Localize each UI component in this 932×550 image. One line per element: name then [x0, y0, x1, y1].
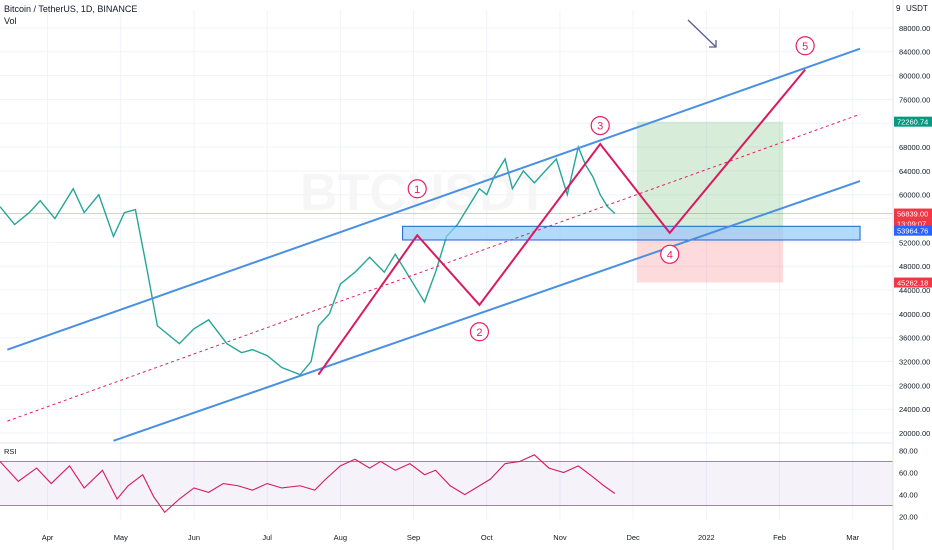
target-zone-box[interactable]	[636, 121, 784, 231]
wave-label-1: 1	[414, 184, 420, 196]
rsi-tick-label: 40.00	[899, 491, 918, 500]
y-tick-label: 36000.00	[899, 334, 930, 343]
axis-corner-digit: 9	[896, 4, 901, 13]
current-price-tag: 56839.00	[897, 210, 928, 219]
wave-label-5: 5	[802, 41, 808, 53]
rsi-label[interactable]: RSI	[4, 447, 17, 456]
x-tick-label: 2022	[698, 533, 715, 542]
support-zone-rect[interactable]	[402, 225, 861, 241]
wave-label-circle-2[interactable]	[469, 322, 490, 342]
current-price-tag-bg	[894, 208, 932, 219]
x-tick-label: Dec	[626, 533, 640, 542]
x-tick-label: Nov	[553, 533, 567, 542]
price-series-line[interactable]	[0, 144, 616, 376]
rsi-line[interactable]	[0, 454, 616, 514]
x-tick-label: Mar	[846, 533, 859, 542]
rsi-band	[0, 461, 893, 506]
x-tick-label: Sep	[407, 533, 420, 542]
y-tick-label: 68000.00	[899, 143, 930, 152]
x-tick-label: May	[114, 533, 128, 542]
stop-price-tag: 45262.18	[897, 279, 928, 288]
channel-lower-line[interactable]	[113, 180, 861, 442]
zone-price-tag-bg	[894, 225, 932, 236]
y-tick-label: 24000.00	[899, 405, 930, 414]
channel-upper-line[interactable]	[6, 47, 861, 351]
x-tick-label: Jul	[262, 533, 272, 542]
y-tick-label: 60000.00	[899, 191, 930, 200]
target-price-tag: 72260.74	[897, 118, 928, 127]
y-tick-label: 88000.00	[899, 24, 930, 33]
wave-label-3: 3	[597, 121, 603, 133]
wave-label-circle-5[interactable]	[795, 36, 815, 56]
rsi-tick-label: 20.00	[899, 513, 918, 522]
currency-label[interactable]: USDT	[906, 4, 928, 13]
y-tick-label: 32000.00	[899, 358, 930, 367]
y-tick-label: 48000.00	[899, 262, 930, 271]
x-tick-label: Jun	[188, 533, 200, 542]
target-price-tag-bg	[894, 116, 932, 127]
countdown-tag: 13:09:07	[897, 220, 926, 229]
y-tick-label: 40000.00	[899, 310, 930, 319]
countdown-tag-bg	[894, 218, 932, 229]
wave-label-circle-1[interactable]	[407, 179, 427, 199]
rsi-tick-label: 80.00	[899, 446, 918, 455]
stop-price-tag-bg	[894, 277, 932, 288]
x-tick-label: Oct	[481, 533, 494, 542]
y-tick-label: 28000.00	[899, 381, 930, 390]
volume-label[interactable]: Vol	[4, 16, 17, 26]
wave-label-4: 4	[667, 249, 673, 261]
wave-label-circle-4[interactable]	[660, 244, 680, 264]
channel-middle-dashed-line[interactable]	[7, 113, 861, 422]
zone-price-tag: 53964.76	[897, 227, 928, 236]
y-tick-label: 84000.00	[899, 48, 930, 57]
y-tick-label: 76000.00	[899, 95, 930, 104]
wave-label-circle-3[interactable]	[590, 115, 610, 136]
elliott-wave-path[interactable]	[317, 68, 806, 376]
y-tick-label: 44000.00	[899, 286, 930, 295]
arrow-drawing[interactable]	[687, 19, 717, 48]
wave-label-2: 2	[476, 327, 482, 339]
x-tick-label: Apr	[42, 533, 54, 542]
x-tick-label: Feb	[773, 533, 786, 542]
y-tick-label: 64000.00	[899, 167, 930, 176]
y-tick-label: 20000.00	[899, 429, 930, 438]
symbol-title[interactable]: Bitcoin / TetherUS, 1D, BINANCE	[4, 4, 138, 14]
rsi-tick-label: 60.00	[899, 469, 918, 478]
y-tick-label: 80000.00	[899, 72, 930, 81]
x-tick-label: Aug	[334, 533, 347, 542]
y-tick-label: 52000.00	[899, 238, 930, 247]
